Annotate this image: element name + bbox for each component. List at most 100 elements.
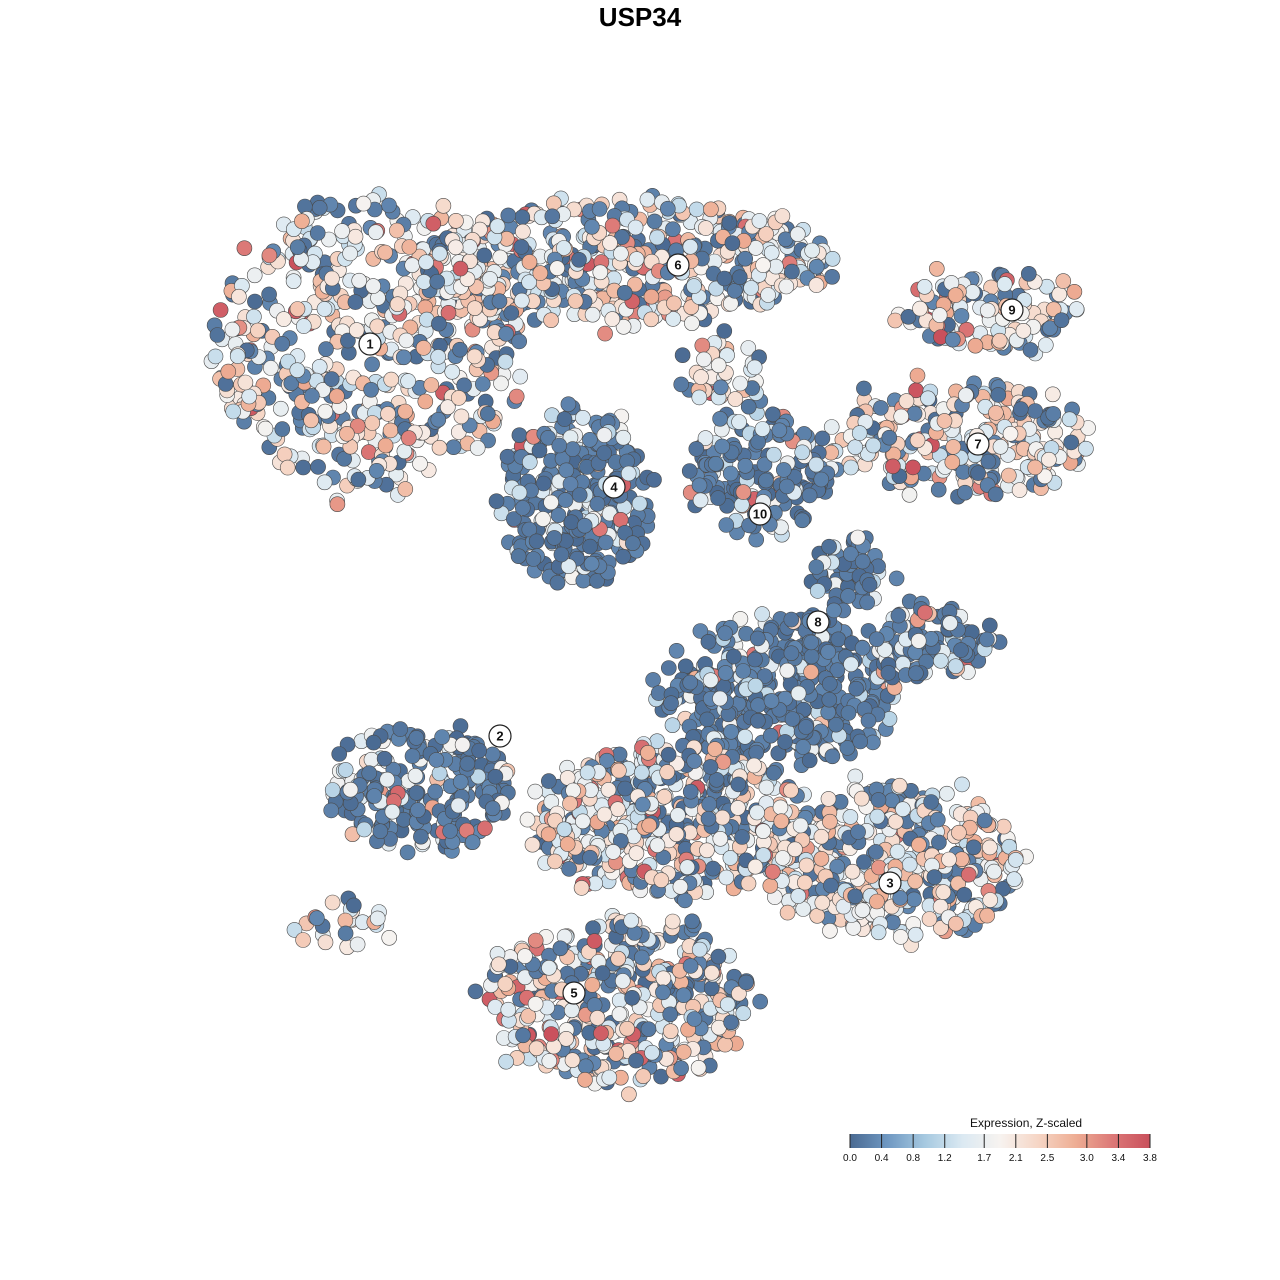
cell-point xyxy=(887,312,904,329)
cell-point xyxy=(445,439,462,456)
cell-point xyxy=(528,1040,545,1057)
cell-point xyxy=(617,780,633,797)
cell-point xyxy=(675,1044,692,1060)
cell-point xyxy=(751,213,768,229)
cell-point xyxy=(596,445,612,461)
cell-point xyxy=(824,748,841,765)
cell-point xyxy=(986,863,1002,880)
cell-point xyxy=(474,376,491,392)
cell-point xyxy=(500,1001,517,1018)
cell-point xyxy=(803,648,820,665)
cell-point xyxy=(675,987,692,1004)
cell-point xyxy=(740,875,757,892)
cell-point xyxy=(956,886,973,903)
cell-point xyxy=(699,842,715,859)
cell-point xyxy=(822,922,838,939)
cell-point xyxy=(535,511,551,527)
cell-point xyxy=(723,723,739,740)
cell-point xyxy=(349,936,366,953)
cell-point xyxy=(814,894,831,911)
cell-point xyxy=(820,644,837,660)
cell-point xyxy=(521,254,538,270)
cell-point xyxy=(331,746,348,762)
cell-point xyxy=(716,270,733,287)
cell-point xyxy=(558,462,575,479)
cell-point xyxy=(410,802,426,818)
cell-point xyxy=(274,335,291,352)
cell-point xyxy=(261,247,278,264)
cell-point xyxy=(340,332,356,349)
cell-point xyxy=(640,1021,657,1037)
cell-point xyxy=(514,500,531,516)
cell-point xyxy=(361,765,378,782)
cell-point xyxy=(429,273,446,290)
cell-point xyxy=(567,293,584,309)
cell-point xyxy=(1002,425,1019,442)
cell-point xyxy=(735,484,752,500)
cell-point xyxy=(639,191,656,208)
cell-point xyxy=(237,374,254,391)
cell-point xyxy=(865,437,882,454)
cell-point xyxy=(513,239,530,255)
cell-point xyxy=(220,363,237,380)
cell-point xyxy=(849,529,866,546)
cluster-label-text: 5 xyxy=(570,986,577,1001)
cell-point xyxy=(575,409,591,426)
cell-point xyxy=(798,857,815,874)
cell-point xyxy=(730,800,746,816)
cell-point xyxy=(1021,265,1037,282)
cell-point xyxy=(317,934,334,951)
cell-point xyxy=(758,779,775,796)
cell-point xyxy=(601,1069,618,1086)
cell-point xyxy=(762,877,779,894)
cell-point xyxy=(452,773,469,790)
cell-point xyxy=(283,375,300,392)
cell-point xyxy=(660,660,677,676)
cell-point xyxy=(532,265,549,281)
cell-point xyxy=(907,926,924,943)
cell-point xyxy=(231,288,247,305)
cell-point xyxy=(719,996,736,1013)
cell-point xyxy=(521,454,538,470)
cell-point xyxy=(991,332,1008,349)
cell-point xyxy=(774,208,791,224)
cell-point xyxy=(830,631,847,648)
cell-point xyxy=(224,321,241,338)
cell-point xyxy=(748,531,765,548)
cell-point xyxy=(563,1002,580,1019)
cell-point xyxy=(686,753,703,769)
cell-point xyxy=(459,755,476,772)
cell-point xyxy=(484,800,501,817)
cell-point xyxy=(738,974,754,991)
cell-point xyxy=(497,976,514,992)
cell-point xyxy=(604,311,621,327)
cell-point xyxy=(355,195,372,212)
cell-point xyxy=(847,888,864,905)
cell-point xyxy=(596,806,613,823)
cell-point xyxy=(796,874,813,891)
cell-point xyxy=(1038,337,1054,353)
cell-point xyxy=(584,219,600,235)
cell-point xyxy=(887,813,904,830)
cell-point xyxy=(792,817,809,834)
cell-point xyxy=(556,821,573,838)
cell-point xyxy=(790,888,807,904)
cell-point xyxy=(471,742,488,759)
cluster-label-text: 3 xyxy=(886,876,893,891)
cell-point xyxy=(944,454,961,470)
cell-point xyxy=(431,765,448,782)
cell-point xyxy=(775,462,792,478)
cell-point xyxy=(527,932,544,949)
cell-point xyxy=(668,826,685,843)
cell-point xyxy=(921,911,938,927)
cell-point xyxy=(987,486,1004,503)
cell-point xyxy=(397,403,414,420)
cell-point xyxy=(907,873,924,890)
cell-point xyxy=(416,274,432,290)
cell-point xyxy=(604,217,621,234)
cell-point xyxy=(272,400,289,417)
cell-point xyxy=(635,1068,652,1084)
cell-point xyxy=(682,958,699,974)
cluster-label-text: 7 xyxy=(974,437,981,452)
cell-point xyxy=(643,288,660,305)
